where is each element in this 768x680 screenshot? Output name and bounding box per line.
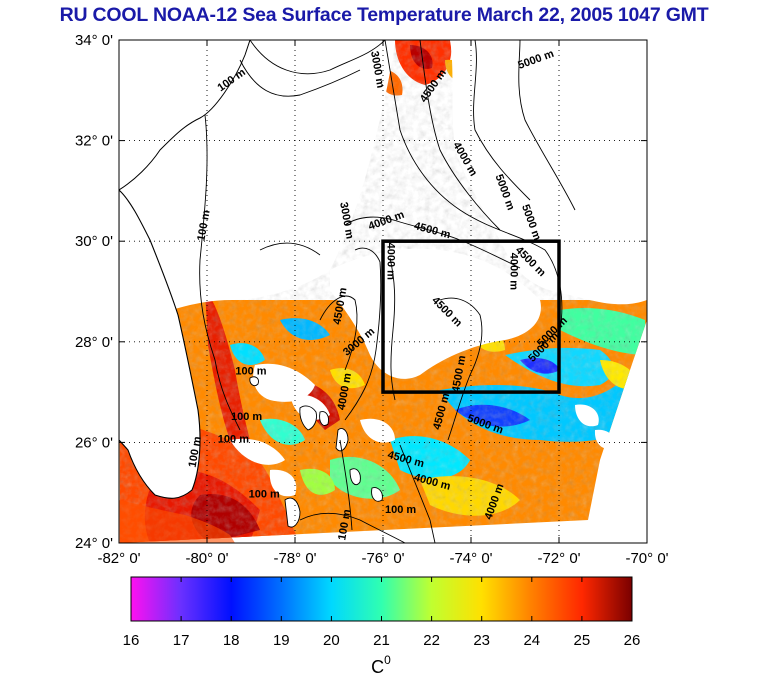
axis-ticks [118,39,648,544]
contour-label: 100 m [187,435,204,468]
y-tick-label: 34° 0' [75,32,113,49]
colorbar-tick-label: 19 [273,632,290,649]
florida-peninsula [119,189,201,499]
bathymetry-contours [199,40,576,543]
southeast-us-land [119,40,251,191]
colorbar-tick-label: 17 [173,632,190,649]
colorbar-tick-label: 20 [323,632,340,649]
colorbar-tick-label: 26 [624,632,641,649]
colorbar-tick-label: 22 [423,632,440,649]
contour-label: 100 m [231,411,262,423]
x-tick-label: -74° 0' [449,550,492,567]
contour-label: 100 m [336,508,353,541]
colorbar-tick-label: 25 [574,632,591,649]
x-tick-label: -70° 0' [625,550,668,567]
contour-label: 100 m [249,489,280,501]
colorbar-tick-label: 21 [373,632,390,649]
y-axis-labels: 34° 0' 32° 0' 30° 0' 28° 0' 26° 0' 24° 0' [75,32,113,552]
study-area-box [381,239,561,394]
colorbar-ticks [130,577,633,621]
x-tick-label: -76° 0' [361,550,404,567]
contour-label: 100 m [195,209,212,242]
x-tick-label: -78° 0' [273,550,316,567]
contour-label: 100 m [385,504,416,516]
colorbar [130,576,633,622]
contour-label: 4000 m [508,253,520,291]
colorbar-labels: 16 17 18 19 20 21 22 23 24 25 26 [123,632,641,649]
x-tick-label: -72° 0' [537,550,580,567]
colorbar-tick-label: 18 [223,632,240,649]
contour-label: 4000 m [384,243,396,281]
y-tick-label: 26° 0' [75,434,113,451]
colorbar-unit-label: C0 [371,653,391,677]
x-tick-label: -80° 0' [185,550,228,567]
x-tick-label: -82° 0' [97,550,140,567]
colorbar-tick-label: 16 [123,632,140,649]
colorbar-tick-label: 23 [473,632,490,649]
y-tick-label: 30° 0' [75,233,113,250]
contour-label: 100 m [235,365,266,377]
x-axis-labels: -82° 0' -80° 0' -78° 0' -76° 0' -74° 0' -72° … [97,550,668,567]
map-title: RU COOL NOAA-12 Sea Surface Temperature … [59,4,709,26]
contour-label: 100 m [218,433,249,445]
colorbar-tick-label: 24 [523,632,540,649]
bahamas-islands [249,376,383,528]
map-content: 100 m 100 m 100 m 100 m 100 m 100 m 100 m 100 m… [119,40,647,543]
y-tick-label: 32° 0' [75,133,113,150]
y-tick-label: 24° 0' [75,535,113,552]
y-tick-label: 28° 0' [75,334,113,351]
